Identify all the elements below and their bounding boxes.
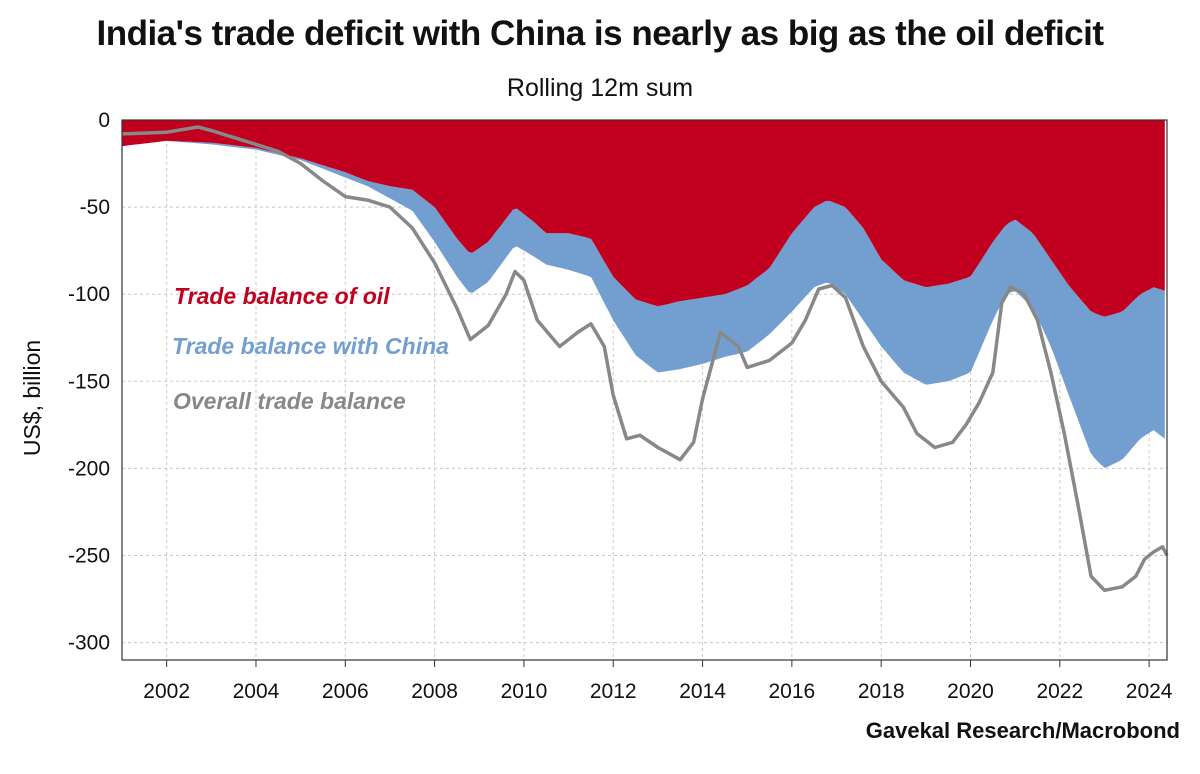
- chart-title: India's trade deficit with China is near…: [96, 14, 1104, 53]
- y-tick-label: -200: [68, 457, 110, 480]
- plot-frame: [121, 119, 1168, 661]
- y-tick-label: -250: [68, 544, 110, 567]
- y-tick-label: 0: [98, 109, 110, 132]
- x-tick-label: 2012: [590, 680, 637, 703]
- x-tick-label: 2020: [947, 680, 994, 703]
- y-tick-label: -300: [68, 632, 110, 655]
- chart-subtitle: Rolling 12m sum: [506, 74, 694, 102]
- legend-china: Trade balance with China: [172, 333, 449, 359]
- x-tick-label: 2022: [1036, 680, 1083, 703]
- y-tick-label: -150: [68, 370, 110, 393]
- x-tick-label: 2014: [679, 680, 726, 703]
- x-tick-label: 2010: [501, 680, 548, 703]
- area-trade-balance-with-china: [122, 140, 1165, 468]
- legend-oil: Trade balance of oil: [174, 283, 390, 309]
- lines: [121, 125, 1169, 593]
- x-tick-label: 2006: [322, 680, 369, 703]
- area-trade-balance-of-oil: [122, 120, 1165, 317]
- x-tick-label: 2024: [1126, 680, 1173, 703]
- source-note: Gavekal Research/Macrobond: [865, 718, 1180, 743]
- x-tick-label: 2018: [858, 680, 905, 703]
- x-tick-label: 2008: [411, 680, 458, 703]
- areas: [122, 120, 1165, 468]
- y-axis-label: US$, billion: [19, 340, 45, 456]
- legend-overall: Overall trade balance: [173, 388, 406, 414]
- y-tick-label: -100: [68, 283, 110, 306]
- x-tick-label: 2016: [769, 680, 816, 703]
- x-tick-label: 2004: [233, 680, 280, 703]
- x-tick-label: 2002: [143, 680, 190, 703]
- line-overall-trade-balance: [121, 125, 1169, 593]
- y-tick-label: -50: [80, 196, 110, 219]
- axes: 0 -50 -100 -150 -200 -250 -300 2002 2004 2006 2008…: [68, 109, 1173, 703]
